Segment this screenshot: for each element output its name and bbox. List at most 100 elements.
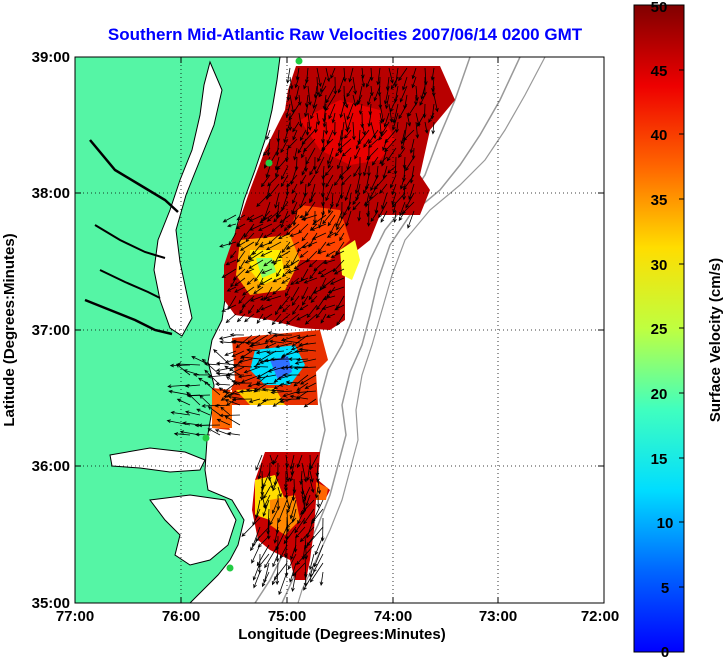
velocity-arrow bbox=[326, 232, 336, 238]
velocity-arrow bbox=[332, 121, 337, 136]
velocity-arrow bbox=[401, 201, 415, 215]
velocity-arrow bbox=[270, 390, 293, 395]
velocity-arrow bbox=[335, 210, 343, 228]
velocity-arrow bbox=[301, 241, 318, 249]
velocity-arrow bbox=[290, 277, 300, 286]
velocity-arrow bbox=[237, 374, 253, 379]
velocity-arrow bbox=[296, 382, 309, 391]
velocity-arrow bbox=[292, 192, 298, 205]
velocity-arrow bbox=[307, 112, 312, 131]
colorbar bbox=[633, 4, 685, 653]
velocity-arrow bbox=[373, 174, 388, 190]
velocity-arrow bbox=[280, 174, 289, 188]
colorbar-tick-label: 10 bbox=[657, 515, 674, 532]
velocity-arrow bbox=[219, 413, 241, 418]
velocity-arrow bbox=[263, 259, 273, 267]
velocity-arrow bbox=[406, 112, 411, 127]
velocity-arrow bbox=[273, 333, 293, 338]
velocity-arrow bbox=[407, 210, 415, 229]
velocity-arrow bbox=[326, 313, 336, 318]
grid-lines bbox=[75, 57, 604, 603]
pamlico-sound bbox=[149, 494, 237, 566]
velocity-arrow bbox=[368, 103, 373, 116]
velocity-arrow bbox=[265, 129, 271, 141]
velocity-arrow bbox=[316, 494, 321, 509]
velocity-arrow bbox=[390, 76, 399, 90]
velocity-arrow bbox=[292, 129, 298, 141]
velocity-arrow bbox=[379, 112, 384, 125]
velocity-arrow bbox=[196, 408, 211, 416]
velocity-arrow bbox=[278, 571, 288, 596]
velocity-arrow bbox=[287, 138, 298, 149]
velocity-arrow bbox=[303, 277, 318, 284]
velocity-arrow bbox=[315, 76, 320, 97]
velocity-arrow bbox=[285, 462, 290, 483]
velocity-arrow bbox=[298, 342, 317, 347]
velocity-arrow bbox=[294, 277, 309, 284]
velocity-arrow bbox=[290, 544, 297, 561]
x-tick-label: 72:00 bbox=[581, 608, 619, 625]
velocity-arrow bbox=[325, 174, 334, 188]
velocity-arrow bbox=[281, 165, 289, 180]
velocity-arrow bbox=[176, 398, 191, 406]
velocity-arrow bbox=[176, 362, 201, 366]
velocity-arrow bbox=[339, 232, 345, 242]
velocity-arrow bbox=[337, 129, 343, 148]
radar-station-marker bbox=[202, 434, 210, 442]
velocity-arrow bbox=[411, 147, 416, 160]
velocity-arrow bbox=[246, 348, 261, 352]
velocity-vectors bbox=[166, 67, 439, 596]
colorbar-tick-label: 40 bbox=[651, 127, 668, 144]
velocity-arrow bbox=[346, 112, 354, 131]
velocity-arrow bbox=[399, 85, 408, 103]
velocity-arrow bbox=[382, 165, 388, 179]
rappahannock-river bbox=[94, 224, 166, 259]
velocity-arrow bbox=[312, 214, 327, 226]
velocity-arrow bbox=[332, 259, 345, 273]
velocity-arrow bbox=[310, 295, 318, 303]
velocity-arrow bbox=[237, 358, 253, 364]
velocity-arrow bbox=[229, 250, 237, 259]
velocity-arrow bbox=[327, 286, 345, 294]
velocity-arrow bbox=[357, 210, 362, 222]
velocity-arrow bbox=[402, 129, 415, 141]
velocity-arrow bbox=[276, 494, 281, 511]
velocity-arrow bbox=[299, 374, 317, 385]
velocity-arrow bbox=[298, 112, 303, 128]
velocity-arrow bbox=[352, 192, 361, 206]
velocity-arrow bbox=[257, 277, 264, 289]
velocity-arrow bbox=[339, 103, 345, 119]
velocity-arrow bbox=[361, 121, 366, 136]
velocity-arrow bbox=[221, 304, 237, 312]
velocity-arrow bbox=[301, 295, 309, 306]
velocity-arrow bbox=[238, 295, 246, 305]
velocity-arrow bbox=[299, 526, 315, 543]
velocity-arrow bbox=[204, 369, 221, 386]
velocity-arrow bbox=[305, 121, 310, 136]
velocity-arrow bbox=[263, 486, 271, 500]
velocity-arrow bbox=[255, 454, 263, 471]
velocity-arrow bbox=[290, 286, 300, 302]
velocity-arrow bbox=[293, 147, 298, 161]
velocity-arrow bbox=[354, 174, 361, 195]
velocity-arrow bbox=[294, 85, 300, 101]
velocity-arrow bbox=[309, 165, 316, 176]
velocity-arrow bbox=[411, 76, 417, 89]
velocity-arrow bbox=[337, 76, 345, 94]
velocity-arrow bbox=[292, 304, 300, 315]
velocity-arrow bbox=[321, 174, 326, 187]
velocity-arrow bbox=[197, 423, 221, 428]
velocity-arrow bbox=[354, 147, 361, 160]
velocity-arrow bbox=[243, 223, 255, 238]
velocity-arrow bbox=[273, 562, 288, 581]
velocity-arrow bbox=[419, 94, 426, 106]
velocity-arrow bbox=[244, 268, 255, 274]
velocity-arrow bbox=[409, 165, 415, 184]
velocity-arrow bbox=[186, 391, 201, 406]
velocity-arrow bbox=[262, 313, 273, 321]
velocity-arrow bbox=[310, 508, 324, 525]
velocity-arrow bbox=[203, 381, 221, 396]
velocity-arrow bbox=[285, 313, 300, 325]
velocity-arrow bbox=[278, 382, 293, 387]
